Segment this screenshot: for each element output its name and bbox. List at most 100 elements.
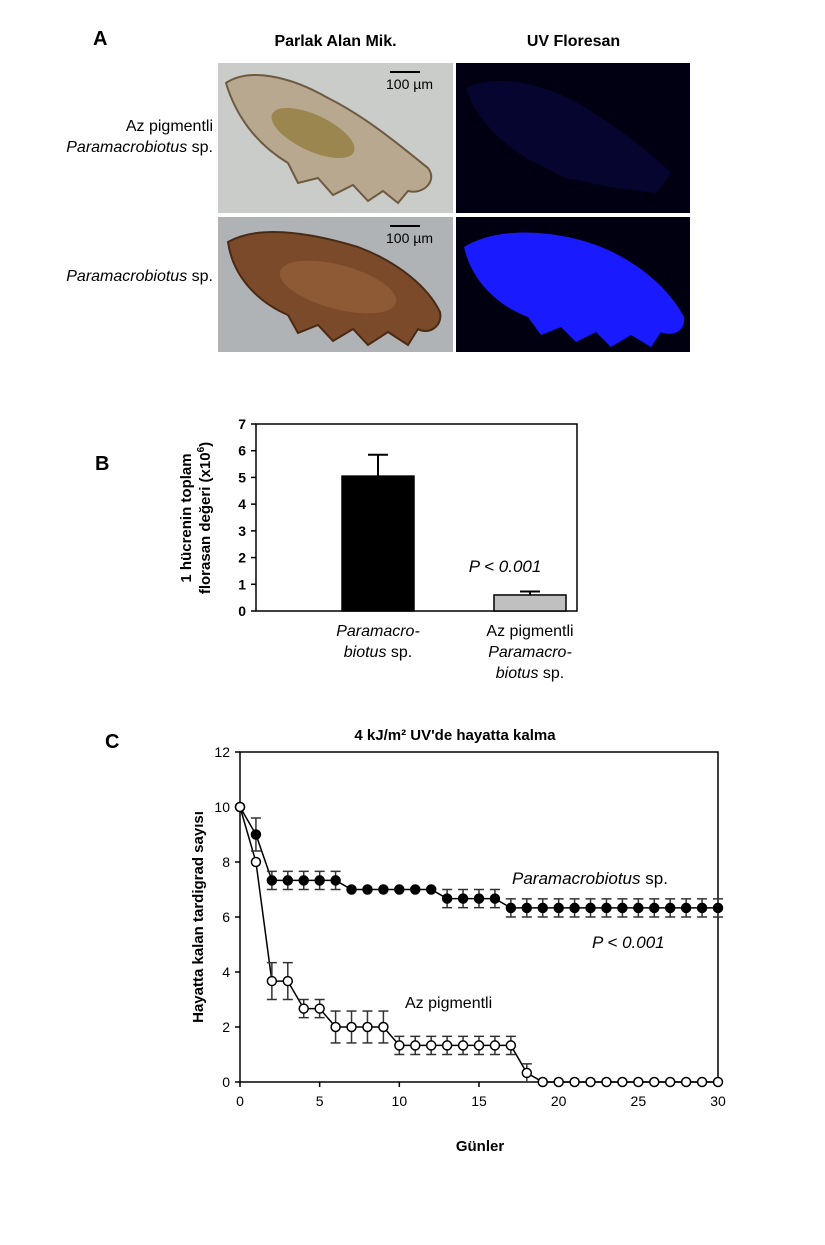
row-label-line1: Az pigmentli xyxy=(125,118,213,135)
data-point xyxy=(633,1076,644,1088)
data-point xyxy=(346,1021,357,1033)
series-label-low-pigment: Az pigmentli xyxy=(405,995,492,1012)
scale-bar xyxy=(390,225,420,227)
row-label-suffix: sp. xyxy=(187,139,213,156)
data-point xyxy=(473,1040,485,1051)
column-header-brightfield: Parlak Alan Mik. xyxy=(274,33,397,50)
x-tick-label: 15 xyxy=(471,1093,487,1109)
data-point xyxy=(569,1076,580,1088)
series-label-paramacrobiotus: Paramacrobiotus sp. xyxy=(512,869,668,888)
column-header-uv: UV Floresan xyxy=(526,33,621,50)
data-point xyxy=(346,884,357,895)
chart-c-frame xyxy=(239,751,719,1083)
data-point xyxy=(696,1076,708,1088)
bar xyxy=(493,594,567,612)
data-point xyxy=(664,1076,676,1088)
y-tick-label: 1 xyxy=(238,576,246,592)
data-point xyxy=(250,856,262,868)
data-point xyxy=(505,902,517,914)
data-point xyxy=(712,902,724,914)
bar xyxy=(341,475,415,612)
data-point xyxy=(585,902,596,914)
data-point xyxy=(585,1076,596,1088)
data-point xyxy=(521,1067,533,1079)
row-label-genus: Paramacrobiotus xyxy=(66,139,188,156)
data-point xyxy=(457,893,469,904)
data-point xyxy=(394,884,405,895)
data-point xyxy=(282,875,294,886)
y-tick-label: 2 xyxy=(222,1019,230,1035)
brightfield-image-pigmented: 100 µm xyxy=(218,217,453,352)
strong-fluorescence-illustration xyxy=(464,232,685,347)
x-tick-label: 30 xyxy=(710,1093,726,1109)
y-tick-label: 8 xyxy=(222,854,230,870)
data-point xyxy=(314,1003,325,1014)
data-point xyxy=(410,884,421,895)
data-point xyxy=(282,975,294,987)
data-point xyxy=(378,1021,389,1033)
chart-b-ylabel-line1: 1 hücrenin toplam xyxy=(178,453,195,582)
y-tick-label: 10 xyxy=(214,799,230,815)
data-point xyxy=(649,902,660,914)
chart-c-xlabel: Günler xyxy=(456,1138,505,1155)
data-point xyxy=(425,884,437,895)
data-point xyxy=(601,902,612,914)
data-point xyxy=(537,902,548,914)
scale-bar xyxy=(390,71,420,73)
data-point xyxy=(298,875,309,886)
x-tick-label: 10 xyxy=(392,1093,408,1109)
chart-b-frame xyxy=(255,423,578,612)
data-point xyxy=(394,1040,405,1051)
data-point xyxy=(330,875,341,886)
data-point xyxy=(505,1040,517,1051)
y-tick-label: 7 xyxy=(238,416,246,432)
data-point xyxy=(521,902,533,914)
y-tick-label: 3 xyxy=(238,523,246,539)
data-point xyxy=(314,875,325,886)
data-point xyxy=(441,1040,453,1051)
data-point xyxy=(266,875,278,886)
data-point xyxy=(680,1076,692,1088)
category-label: biotus sp. xyxy=(496,665,565,682)
row-label-low-pigment: Az pigmentli Paramacrobiotus sp. xyxy=(8,116,213,158)
panel-c-letter: C xyxy=(105,731,119,753)
category-label: Az pigmentli xyxy=(486,623,573,640)
row-label-suffix: sp. xyxy=(187,268,213,285)
data-point xyxy=(617,902,628,914)
data-point xyxy=(712,1076,724,1088)
x-tick-label: 0 xyxy=(236,1093,244,1109)
data-point xyxy=(362,884,373,895)
category-label: Paramacro- xyxy=(336,623,420,640)
uv-image-pigmented xyxy=(456,217,690,352)
data-point xyxy=(473,893,485,904)
scale-bar-label: 100 µm xyxy=(386,76,433,92)
chart-b-ylabel: 1 hücrenin toplam florasan değeri (x106) xyxy=(178,442,214,594)
row-label-pigmented: Paramacrobiotus sp. xyxy=(8,266,213,287)
data-point xyxy=(441,893,453,904)
data-point xyxy=(410,1040,421,1051)
tardigrade-pale-illustration xyxy=(224,74,433,205)
data-point xyxy=(489,1040,501,1051)
y-tick-label: 0 xyxy=(222,1074,230,1090)
x-tick-label: 20 xyxy=(551,1093,567,1109)
tardigrade-pigmented-illustration xyxy=(226,231,442,347)
x-tick-label: 25 xyxy=(631,1093,647,1109)
data-point xyxy=(617,1076,628,1088)
category-label: Paramacro- xyxy=(488,644,572,661)
chart-c-title: 4 kJ/m² UV'de hayatta kalma xyxy=(354,727,556,744)
data-point xyxy=(234,801,246,813)
data-point xyxy=(330,1021,341,1033)
y-tick-label: 4 xyxy=(222,964,230,980)
chart-c-p-value: P < 0.001 xyxy=(592,933,665,952)
y-tick-label: 6 xyxy=(238,443,246,459)
data-point xyxy=(633,902,644,914)
data-point xyxy=(696,902,708,914)
uv-image-low-pigment xyxy=(456,63,690,213)
data-point xyxy=(601,1076,612,1088)
faint-fluorescence-illustration xyxy=(466,80,671,193)
y-tick-label: 5 xyxy=(238,469,246,485)
data-point xyxy=(553,1076,564,1088)
y-tick-label: 0 xyxy=(238,603,246,619)
data-point xyxy=(250,829,262,840)
